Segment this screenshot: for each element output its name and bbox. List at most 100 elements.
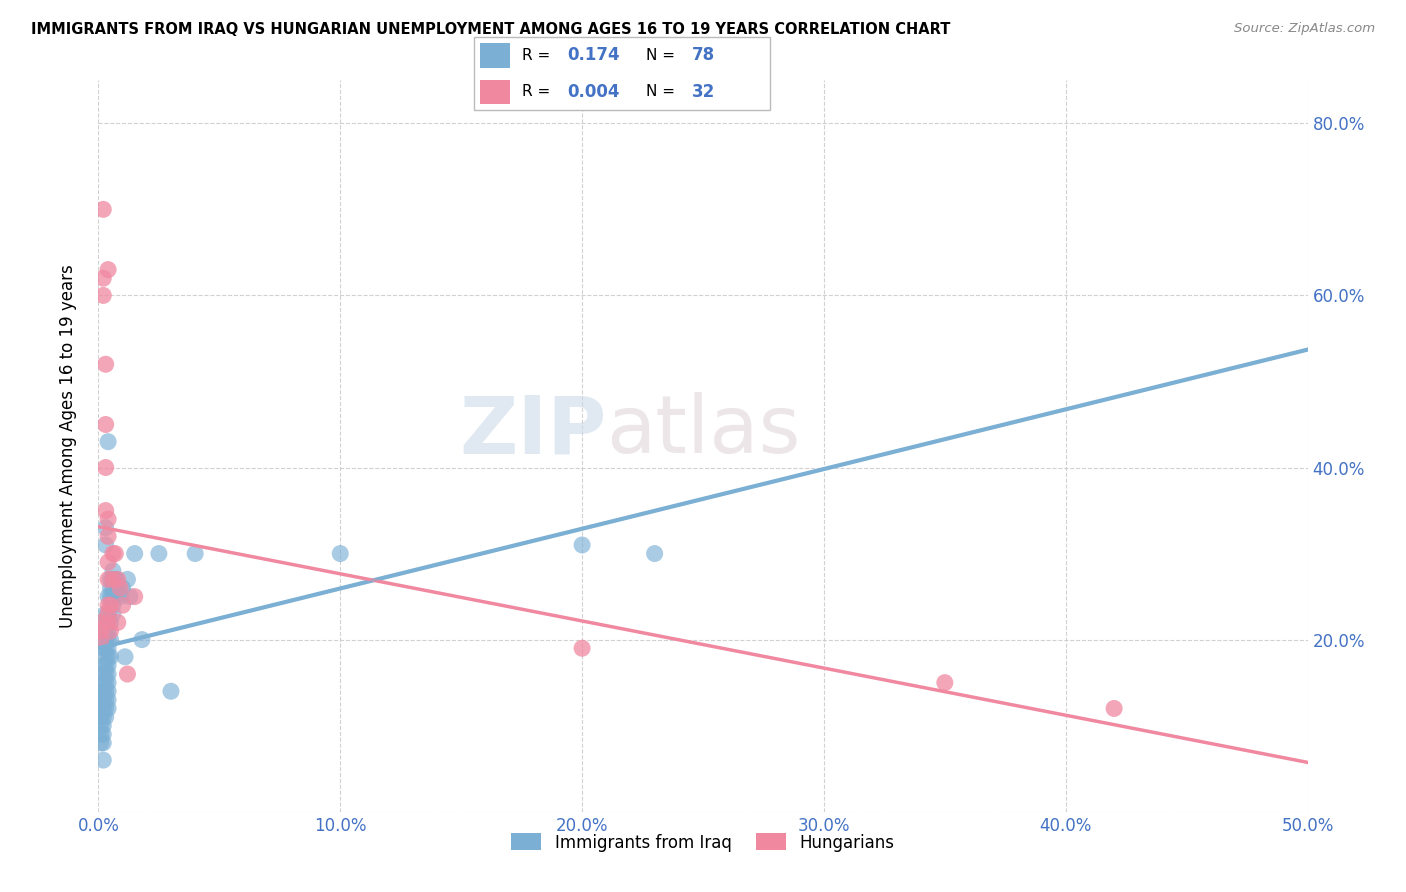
- Point: [97, 693, 120, 707]
- Point: [97, 607, 120, 621]
- Point: [97, 624, 120, 638]
- Point: [101, 607, 124, 621]
- Point: [101, 573, 124, 587]
- Point: [97, 632, 120, 647]
- Point: [100, 615, 122, 630]
- Point: [90, 727, 112, 741]
- Point: [94, 357, 117, 371]
- Point: [184, 547, 207, 561]
- Point: [94, 503, 117, 517]
- Point: [107, 573, 129, 587]
- Text: 32: 32: [692, 83, 714, 101]
- FancyBboxPatch shape: [474, 37, 770, 110]
- Point: [104, 547, 127, 561]
- Text: IMMIGRANTS FROM IRAQ VS HUNGARIAN UNEMPLOYMENT AMONG AGES 16 TO 19 YEARS CORRELA: IMMIGRANTS FROM IRAQ VS HUNGARIAN UNEMPL…: [31, 22, 950, 37]
- Point: [104, 581, 127, 595]
- Point: [94, 667, 117, 681]
- Point: [91, 641, 114, 656]
- Text: 0.174: 0.174: [568, 46, 620, 64]
- Point: [90, 710, 112, 724]
- Point: [94, 693, 117, 707]
- Point: [94, 632, 117, 647]
- Point: [97, 529, 120, 543]
- Point: [104, 573, 127, 587]
- Point: [97, 658, 120, 673]
- Point: [90, 693, 112, 707]
- Point: [91, 701, 114, 715]
- Point: [94, 684, 117, 698]
- Point: [94, 460, 117, 475]
- Point: [91, 202, 114, 217]
- Point: [90, 684, 112, 698]
- Point: [97, 573, 120, 587]
- Point: [100, 573, 122, 587]
- Point: [94, 641, 117, 656]
- Point: [329, 547, 352, 561]
- Point: [100, 598, 122, 612]
- Point: [97, 434, 120, 449]
- Text: 0.004: 0.004: [568, 83, 620, 101]
- Point: [100, 581, 122, 595]
- Text: N =: N =: [647, 84, 681, 99]
- Point: [104, 573, 127, 587]
- Point: [91, 753, 114, 767]
- Point: [91, 727, 114, 741]
- Text: N =: N =: [647, 48, 681, 63]
- Point: [94, 649, 117, 664]
- FancyBboxPatch shape: [479, 44, 510, 68]
- Point: [97, 590, 120, 604]
- Text: R =: R =: [523, 84, 555, 99]
- Point: [94, 624, 117, 638]
- Point: [90, 719, 112, 733]
- Point: [101, 598, 124, 612]
- Point: [100, 649, 122, 664]
- Point: [97, 607, 120, 621]
- Point: [97, 615, 120, 630]
- FancyBboxPatch shape: [479, 79, 510, 104]
- Point: [571, 538, 593, 552]
- Point: [104, 590, 127, 604]
- Point: [101, 573, 124, 587]
- Point: [94, 538, 117, 552]
- Point: [91, 658, 114, 673]
- Point: [94, 710, 117, 724]
- Point: [90, 701, 112, 715]
- Point: [91, 684, 114, 698]
- Point: [97, 598, 120, 612]
- Point: [100, 590, 122, 604]
- Point: [94, 417, 117, 432]
- Point: [101, 581, 124, 595]
- Point: [108, 590, 131, 604]
- Point: [94, 701, 117, 715]
- Point: [97, 641, 120, 656]
- Point: [91, 271, 114, 285]
- Point: [97, 615, 120, 630]
- Point: [94, 675, 117, 690]
- Y-axis label: Unemployment Among Ages 16 to 19 years: Unemployment Among Ages 16 to 19 years: [59, 264, 77, 628]
- Text: Source: ZipAtlas.com: Source: ZipAtlas.com: [1234, 22, 1375, 36]
- Point: [94, 658, 117, 673]
- Point: [148, 547, 170, 561]
- Text: ZIP: ZIP: [458, 392, 606, 470]
- Point: [91, 675, 114, 690]
- Point: [90, 632, 112, 647]
- Point: [100, 632, 122, 647]
- Point: [91, 288, 114, 302]
- Point: [644, 547, 666, 561]
- Point: [934, 675, 956, 690]
- Text: R =: R =: [523, 48, 555, 63]
- Point: [131, 632, 153, 647]
- Point: [160, 684, 183, 698]
- Point: [107, 615, 129, 630]
- Point: [571, 641, 593, 656]
- Point: [97, 649, 120, 664]
- Point: [91, 693, 114, 707]
- Point: [91, 719, 114, 733]
- Point: [114, 649, 136, 664]
- Point: [118, 590, 141, 604]
- Point: [97, 555, 120, 569]
- Point: [124, 547, 146, 561]
- Point: [117, 573, 139, 587]
- Point: [117, 667, 139, 681]
- Point: [100, 624, 122, 638]
